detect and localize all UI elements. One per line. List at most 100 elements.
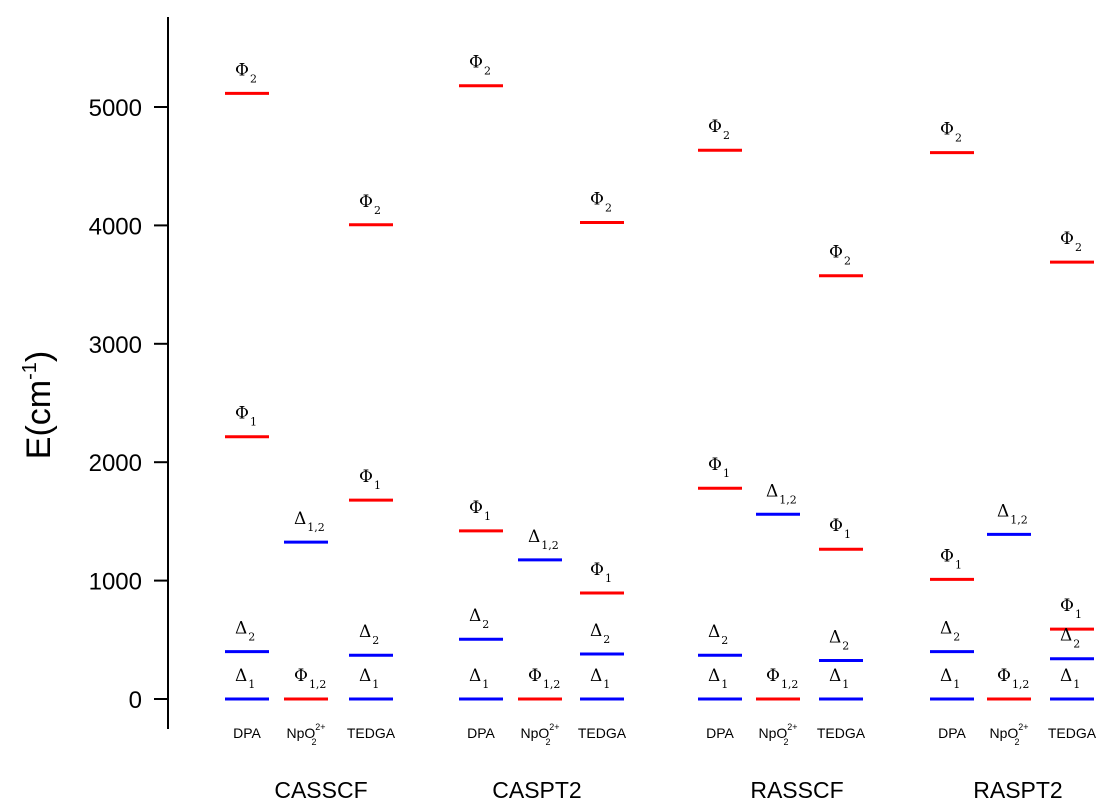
y-tick-label: 3000: [89, 332, 142, 359]
energy-level-subscript: 2: [372, 634, 379, 647]
category-superscript: 2+: [787, 722, 797, 732]
energy-level-label: Δ1: [590, 666, 610, 691]
energy-level-label: Φ1,2: [528, 666, 560, 691]
category-subscript: 2: [546, 737, 551, 747]
energy-level-symbol: Δ: [235, 666, 247, 686]
energy-level-symbol: Δ: [1060, 666, 1072, 686]
energy-level-symbol: Φ: [469, 53, 483, 73]
method-label: RASPT2: [973, 777, 1062, 803]
category-label: NpO2+ 2: [758, 722, 797, 747]
energy-level-subscript: 2: [603, 633, 610, 646]
y-axis-label-close: ): [20, 351, 58, 362]
energy-level-label: Φ1: [469, 498, 491, 523]
energy-level-symbol: Φ: [469, 498, 483, 518]
energy-level-symbol: Φ: [997, 666, 1011, 686]
energy-level-symbol: Δ: [1060, 626, 1072, 646]
energy-level-symbol: Δ: [359, 666, 371, 686]
category-name: TEDGA: [578, 725, 627, 741]
y-tick-label: 1000: [89, 569, 142, 596]
energy-level-subscript: 1,2: [1012, 678, 1030, 691]
energy-level-subscript: 1,2: [779, 493, 797, 506]
energy-level-label: Δ1,2: [997, 501, 1028, 526]
energy-level-subscript: 1: [603, 678, 610, 691]
energy-level-symbol: Φ: [590, 189, 604, 209]
category-label: NpO2+ 2: [989, 722, 1028, 747]
energy-level-label: Δ2: [590, 621, 610, 646]
energy-level-subscript: 2: [955, 132, 962, 145]
energy-level-symbol: Φ: [528, 666, 542, 686]
y-tick-label: 0: [129, 687, 142, 714]
y-tick-label: 2000: [89, 450, 142, 477]
category-label: TEDGA: [578, 725, 627, 741]
energy-level-label: Φ1: [590, 560, 612, 585]
energy-level-label: Δ2: [235, 619, 255, 644]
y-tick-label: 5000: [89, 95, 142, 122]
category-label: DPA: [706, 725, 734, 741]
energy-level-symbol: Δ: [829, 628, 841, 648]
category-label: DPA: [467, 725, 495, 741]
y-axis-ticks: 0 1000 2000 3000 4000 5000: [89, 95, 168, 714]
energy-level-subscript: 1: [723, 467, 730, 480]
energy-level-label: Δ1,2: [766, 481, 797, 506]
energy-level-subscript: 1,2: [309, 678, 327, 691]
energy-level-subscript: 2: [248, 631, 255, 644]
method-labels: CASSCF CASPT2 RASSCF RASPT2: [274, 777, 1062, 803]
energy-level-symbol: Φ: [708, 455, 722, 475]
energy-level-symbol: Φ: [940, 120, 954, 140]
method-label: RASSCF: [750, 777, 843, 803]
energy-level-symbol: Φ: [1060, 596, 1074, 616]
energy-level-symbol: Δ: [940, 619, 952, 639]
category-subscript: 2: [312, 737, 317, 747]
energy-level-label: Φ2: [708, 117, 730, 142]
energy-level-label: Δ1,2: [294, 509, 325, 534]
energy-level-subscript: 1,2: [543, 678, 561, 691]
energy-level-subscript: 2: [842, 640, 849, 653]
energy-level-symbol: Φ: [708, 117, 722, 137]
category-subscript: 2: [1015, 737, 1020, 747]
energy-level-symbol: Φ: [359, 467, 373, 487]
category-superscript: 2+: [315, 722, 325, 732]
category-name: NpO: [520, 725, 549, 741]
energy-level-subscript: 2: [844, 255, 851, 268]
energy-level-subscript: 2: [484, 65, 491, 78]
energy-level-subscript: 1,2: [781, 678, 799, 691]
energy-level-label: Δ2: [1060, 626, 1080, 651]
category-name: DPA: [706, 725, 734, 741]
y-tick-label: 4000: [89, 213, 142, 240]
energy-level-label: Φ2: [235, 60, 257, 85]
energy-level-label: Φ1: [235, 404, 257, 429]
energy-level-subscript: 2: [374, 204, 381, 217]
energy-level-label: Φ2: [940, 120, 962, 145]
energy-level-symbol: Δ: [469, 606, 481, 626]
energy-level-subscript: 1: [482, 678, 489, 691]
category-name: NpO: [286, 725, 315, 741]
energy-level-subscript: 2: [482, 618, 489, 631]
energy-level-label: Φ1: [940, 546, 962, 571]
energy-level-label: Δ1: [359, 666, 379, 691]
y-axis-label: E(cm-1): [19, 351, 58, 459]
category-label: NpO2+ 2: [520, 722, 559, 747]
energy-level-subscript: 1: [372, 678, 379, 691]
energy-level-subscript: 1: [1073, 678, 1080, 691]
energy-level-label: Φ1,2: [997, 666, 1029, 691]
energy-level-label: Δ2: [469, 606, 489, 631]
y-axis-label-main: E(cm: [20, 380, 58, 459]
energy-level-label: Φ1: [829, 516, 851, 541]
energy-level-subscript: 1: [248, 678, 255, 691]
category-label: TEDGA: [347, 725, 396, 741]
energy-levels: Φ2Φ1Δ2Δ1Δ1,2Φ1,2Φ2Φ1Δ2Δ1Φ2Φ1Δ2Δ1Δ1,2Φ1,2…: [225, 53, 1094, 701]
energy-level-label: Φ2: [359, 192, 381, 217]
energy-level-label: Φ2: [829, 243, 851, 268]
energy-level-label: Δ1: [940, 666, 960, 691]
energy-level-label: Δ1: [829, 666, 849, 691]
energy-level-label: Φ1,2: [766, 666, 798, 691]
energy-level-symbol: Φ: [766, 666, 780, 686]
category-name: TEDGA: [347, 725, 396, 741]
energy-level-symbol: Δ: [235, 619, 247, 639]
energy-level-subscript: 1,2: [541, 539, 559, 552]
energy-level-subscript: 2: [723, 129, 730, 142]
category-label: TEDGA: [1048, 725, 1097, 741]
category-name: TEDGA: [1048, 725, 1097, 741]
energy-level-subscript: 1: [1075, 608, 1082, 621]
